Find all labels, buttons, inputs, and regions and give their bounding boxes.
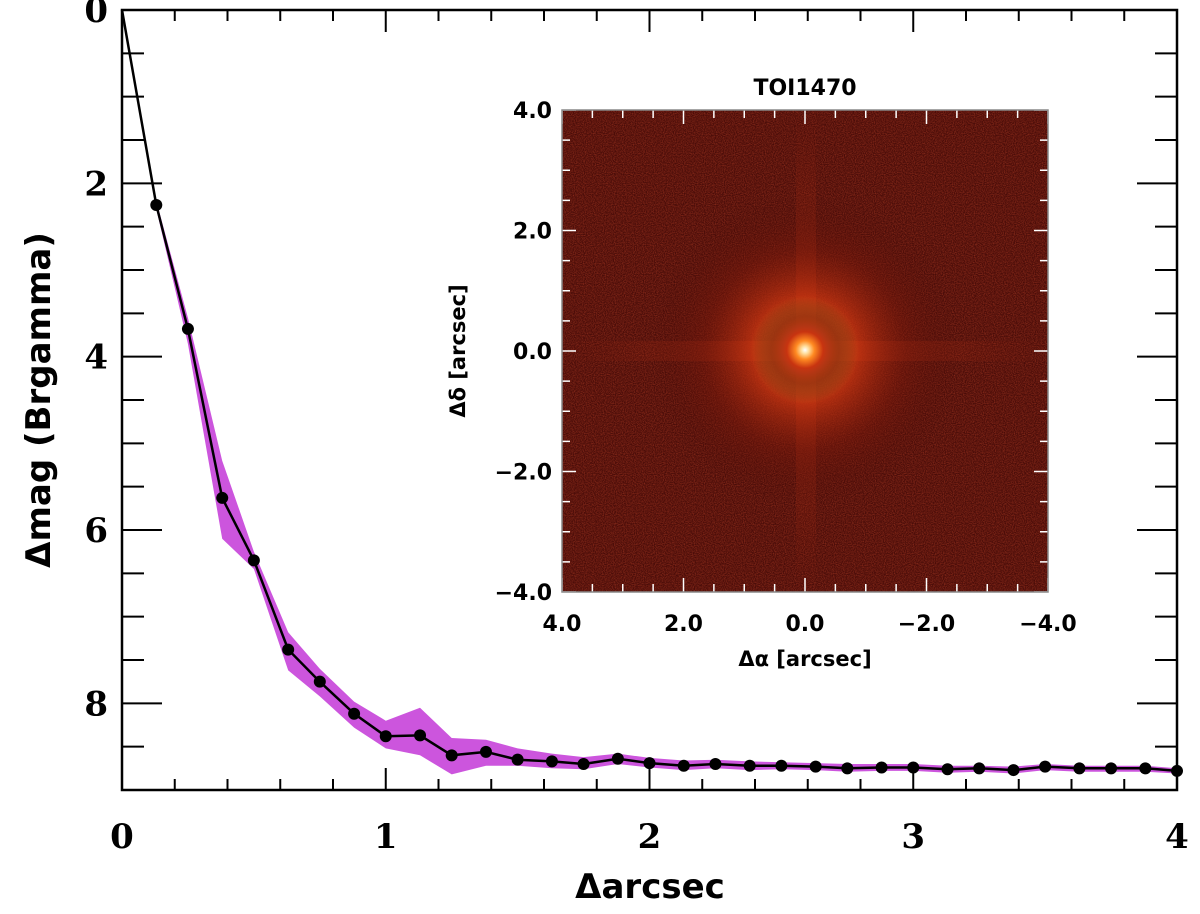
inset-title: TOI1470 (753, 76, 856, 101)
data-point (941, 763, 954, 776)
inset-x-tick-label: 4.0 (543, 612, 582, 637)
data-point (709, 758, 722, 770)
data-point (348, 707, 361, 720)
y-tick-label: 0 (84, 0, 108, 31)
data-point (1139, 762, 1152, 775)
data-point (677, 759, 690, 772)
inset-y-tick-labels: 4.0 2.0 0.0 −2.0 −4.0 (495, 99, 552, 606)
data-point (1039, 760, 1052, 773)
x-tick-label: 4 (1165, 817, 1189, 857)
data-point (841, 762, 854, 775)
inset-heatmap (562, 110, 1048, 592)
y-tick-labels: 0 2 4 6 8 (84, 0, 108, 724)
x-tick-label: 0 (110, 817, 134, 857)
inset-y-axis-label: Δδ [arcsec] (446, 284, 470, 417)
inset-x-axis-label: Δα [arcsec] (738, 647, 871, 671)
data-point (247, 554, 260, 567)
data-point (150, 199, 163, 211)
data-point (511, 753, 524, 766)
y-tick-label: 4 (84, 338, 108, 378)
inset-image-panel: TOI1470 4.0 2.0 0.0 −2.0 −4.0 4.0 2.0 0.0 −2.0 −… (446, 76, 1077, 671)
data-point (907, 761, 920, 774)
x-axis-label: Δarcsec (575, 867, 725, 907)
inset-y-tick-label: 4.0 (513, 99, 552, 124)
data-points (150, 199, 1183, 777)
inset-x-tick-label: −2.0 (898, 612, 955, 637)
plot-frame (120, 8, 1179, 792)
data-point (775, 759, 788, 772)
y-axis-label: Δmag (Brgamma) (19, 232, 59, 568)
data-point (479, 745, 492, 758)
data-point (1073, 762, 1086, 775)
inset-x-tick-label: −4.0 (1019, 612, 1076, 637)
y-tick-label: 2 (84, 164, 108, 204)
data-point (875, 761, 888, 774)
x-tick-labels: 0 1 2 3 4 (110, 817, 1189, 857)
data-point (1105, 762, 1118, 775)
data-point (313, 675, 326, 688)
x-tick-label: 2 (638, 817, 662, 857)
inset-y-tick-label: 2.0 (513, 220, 552, 245)
data-point (379, 730, 392, 743)
data-point (545, 755, 558, 768)
inset-frame (561, 109, 1049, 593)
data-point (973, 762, 986, 775)
data-point (743, 759, 756, 772)
data-point (643, 757, 656, 770)
main-plot: 0 1 2 3 4 0 2 4 6 8 Δarcsec Δmag (Brgamma) (19, 0, 1189, 907)
data-point (282, 643, 295, 656)
y-tick-label: 8 (84, 684, 108, 724)
inset-x-tick-labels: 4.0 2.0 0.0 −2.0 −4.0 (543, 612, 1077, 637)
inset-y-tick-label: −2.0 (495, 461, 552, 486)
data-point (445, 749, 458, 762)
inset-core (753, 298, 857, 402)
data-point (611, 752, 624, 765)
inset-x-tick-label: 0.0 (786, 612, 825, 637)
data-point (1007, 764, 1020, 777)
data-point (414, 729, 427, 742)
data-point (577, 758, 590, 770)
y-tick-label: 6 (84, 511, 108, 551)
x-tick-label: 1 (374, 817, 398, 857)
inset-y-tick-label: 0.0 (513, 340, 552, 365)
x-tick-label: 3 (901, 817, 925, 857)
data-point (809, 760, 822, 773)
inset-y-tick-label: −4.0 (495, 581, 552, 606)
inset-x-tick-label: 2.0 (664, 612, 703, 637)
data-point (216, 491, 229, 504)
data-point (181, 322, 194, 335)
